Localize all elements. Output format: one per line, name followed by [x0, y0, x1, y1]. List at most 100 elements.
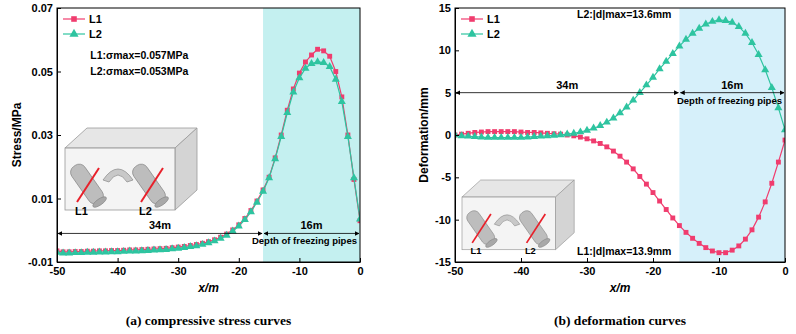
series-marker	[723, 250, 728, 255]
series-marker	[781, 125, 785, 132]
series-marker	[603, 118, 611, 125]
inset-tunnel	[130, 161, 170, 209]
series-marker	[651, 190, 656, 195]
series-marker	[223, 231, 231, 238]
y-tick-label: 0.01	[32, 193, 53, 205]
legend-swatch-marker	[69, 29, 78, 37]
series-marker	[631, 166, 636, 171]
series-marker	[510, 133, 518, 140]
y-tick-mark	[57, 262, 61, 263]
inset-box-top	[462, 180, 574, 197]
panel: L1L2-50-40-30-20-100-15-10-5051015x/mDef…	[417, 2, 789, 328]
shaded-region	[263, 8, 360, 262]
series-line	[455, 132, 785, 253]
series-marker	[321, 48, 326, 53]
y-tick-mark	[57, 135, 61, 136]
x-tick: -10	[292, 258, 308, 277]
series-marker	[241, 215, 249, 222]
series-marker	[756, 215, 761, 220]
series-line	[455, 20, 785, 138]
series-marker	[585, 136, 590, 141]
series-marker	[314, 57, 322, 64]
series-marker	[689, 29, 697, 36]
inset-measure-line	[472, 214, 491, 243]
series-marker	[715, 15, 723, 22]
inset-box-top	[65, 128, 197, 148]
series-marker	[611, 149, 616, 154]
inset-tunnel	[464, 208, 498, 249]
series-marker	[326, 62, 334, 69]
series-marker	[332, 75, 340, 82]
chart-title: (b) deformation curves	[554, 313, 686, 328]
series-marker	[741, 29, 749, 36]
series-marker	[265, 173, 273, 180]
series-marker	[735, 22, 743, 29]
series-marker	[743, 237, 748, 242]
series-marker	[350, 173, 358, 180]
series-marker	[616, 108, 624, 115]
series-marker	[618, 154, 623, 159]
series-marker	[524, 132, 532, 139]
span-label: 16m	[721, 79, 743, 91]
x-tick-label: -40	[514, 265, 530, 277]
y-tick-label: 0.03	[32, 129, 53, 141]
y-tick-label: 10	[439, 44, 451, 56]
marks	[455, 15, 785, 255]
y-tick: 0	[445, 129, 459, 141]
inset-tunnel-end	[153, 195, 170, 209]
x-tick: -10	[712, 258, 728, 277]
series-marker	[748, 38, 756, 45]
series-marker	[477, 132, 485, 139]
series-marker	[624, 160, 629, 165]
y-axis-title: Stress/MPa	[10, 102, 24, 167]
series-marker	[484, 133, 492, 140]
inset-box-front	[462, 197, 556, 250]
inset-label: L1	[471, 246, 482, 256]
x-tick-label: -20	[646, 265, 662, 277]
series-marker	[636, 88, 644, 95]
y-tick-label: -0.01	[28, 256, 53, 268]
series-marker	[642, 80, 650, 87]
inset-arch	[494, 215, 520, 226]
legend: L1L2	[63, 13, 102, 40]
x-tick-mark	[239, 258, 240, 262]
chart-title: (a) compressive stress curves	[126, 313, 292, 328]
span-note: Depth of freezing pipes	[677, 95, 782, 106]
y-tick-label: 15	[439, 2, 451, 14]
series-marker	[235, 221, 243, 228]
legend-entry: L2	[461, 28, 500, 40]
series-marker	[307, 59, 315, 66]
x-tick-mark	[785, 258, 786, 262]
y-tick-mark	[455, 262, 459, 263]
y-tick-mark	[57, 72, 61, 73]
inset-tunnel-end	[484, 237, 498, 249]
series-marker	[776, 160, 781, 165]
series-marker	[769, 181, 774, 186]
series-marker	[656, 64, 664, 71]
legend-swatch-marker	[71, 16, 77, 22]
series-marker	[550, 131, 558, 138]
series-marker	[471, 132, 479, 139]
x-axis-title: x/m	[609, 281, 631, 295]
series-marker	[690, 236, 695, 241]
y-tick-mark	[455, 135, 459, 136]
series-marker	[761, 65, 769, 72]
x-tick-mark	[587, 258, 588, 262]
x-tick: 0	[357, 258, 363, 277]
y-axis: -15-10-5051015	[435, 2, 459, 268]
x-axis: -50-40-30-20-100	[448, 258, 789, 277]
y-tick: 15	[439, 2, 459, 14]
legend-label: L2	[487, 28, 500, 40]
x-tick-mark	[118, 258, 119, 262]
series-marker	[271, 154, 279, 161]
x-tick: -20	[646, 258, 662, 277]
y-tick-mark	[455, 50, 459, 51]
inset-label: L1	[75, 205, 88, 217]
series-marker	[253, 198, 261, 205]
series-marker	[309, 53, 314, 58]
series-marker	[344, 132, 352, 139]
y-tick: 0.03	[32, 129, 61, 141]
x-axis: -50-40-30-20-100	[50, 258, 364, 277]
series-marker	[578, 135, 583, 140]
series-marker	[491, 133, 499, 140]
